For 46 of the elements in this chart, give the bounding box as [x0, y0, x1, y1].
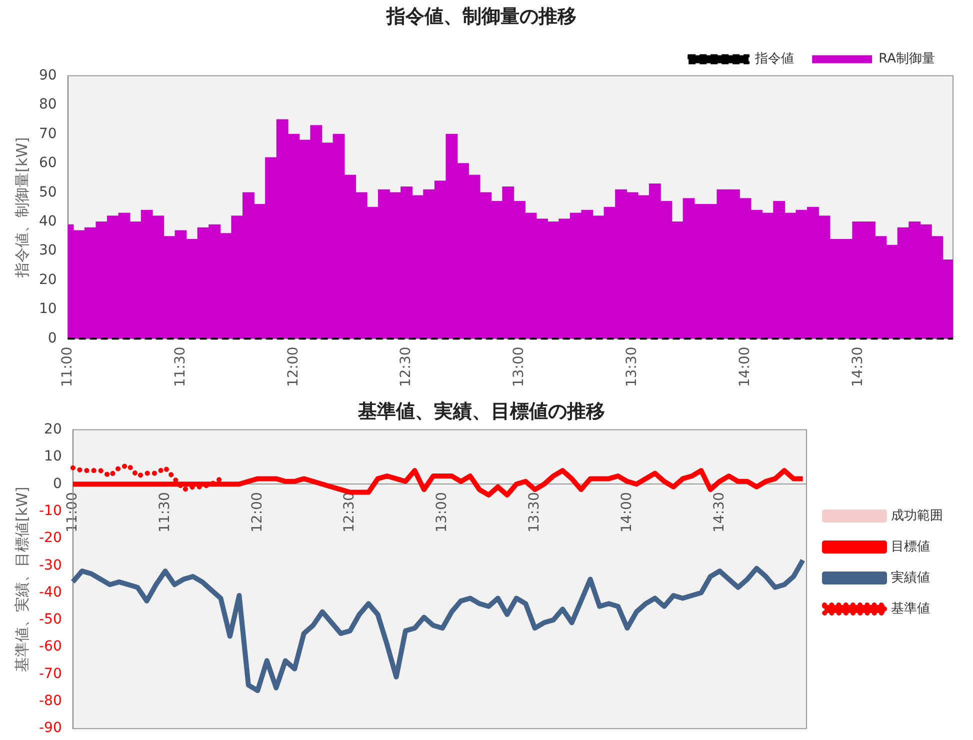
y-tick-label: 90: [38, 67, 57, 84]
x-tick-label: 12:00: [249, 492, 266, 532]
y-tick-label: 80: [38, 96, 57, 113]
legend-label: 成功範囲: [891, 508, 943, 524]
y-tick-label: -30: [38, 557, 62, 574]
x-tick-label: 11:00: [59, 346, 76, 388]
chart-title: 指令値、制御量の推移: [386, 5, 576, 28]
y-tick-label: -60: [38, 638, 62, 655]
x-tick-label: 13:30: [624, 346, 640, 388]
chart-title: 基準値、実績、目標値の推移: [357, 400, 605, 422]
y-tick-label: -20: [38, 530, 62, 546]
legend-label: 基準値: [891, 601, 930, 616]
y-tick-label: 70: [38, 126, 57, 142]
x-tick-label: 13:00: [434, 492, 450, 532]
y-tick-label: 0: [52, 476, 62, 492]
y-axis-title: 基準値、実績、目標値[kW]: [12, 486, 31, 672]
y-tick-label: 20: [38, 272, 57, 288]
y-tick-label: 50: [38, 184, 57, 200]
y-tick-label: 10: [44, 448, 62, 465]
x-tick-label: 14:00: [618, 492, 635, 532]
y-tick-label: -70: [38, 666, 62, 682]
legend-label: 実績値: [891, 569, 930, 586]
x-tick-label: 13:30: [526, 492, 542, 532]
legend-label: 指令値: [754, 52, 794, 67]
x-tick-label: 12:00: [285, 346, 302, 388]
y-tick-label: 10: [38, 301, 57, 318]
x-tick-label: 11:30: [156, 492, 173, 532]
y-tick-label: -50: [38, 612, 62, 628]
legend-label: RA制御量: [878, 52, 936, 67]
y-tick-label: -80: [38, 693, 62, 710]
x-tick-label: 11:30: [172, 346, 188, 388]
y-tick-label: -40: [38, 584, 62, 600]
legend-label: 目標値: [891, 539, 930, 554]
y-tick-label: 30: [38, 242, 57, 259]
y-tick-label: -10: [38, 502, 62, 519]
x-tick-label: 12:30: [398, 346, 414, 388]
x-tick-label: 13:00: [511, 346, 528, 388]
y-axis-title: 指令値、制御量[kW]: [12, 137, 31, 278]
x-tick-label: 14:30: [850, 346, 866, 388]
y-tick-label: 60: [38, 155, 57, 172]
y-tick-label: 0: [48, 330, 57, 346]
y-tick-label: 40: [38, 213, 57, 230]
y-tick-label: 20: [44, 421, 62, 438]
x-tick-label: 14:30: [711, 492, 728, 532]
y-tick-label: -90: [38, 720, 62, 736]
x-tick-label: 14:00: [736, 346, 753, 388]
